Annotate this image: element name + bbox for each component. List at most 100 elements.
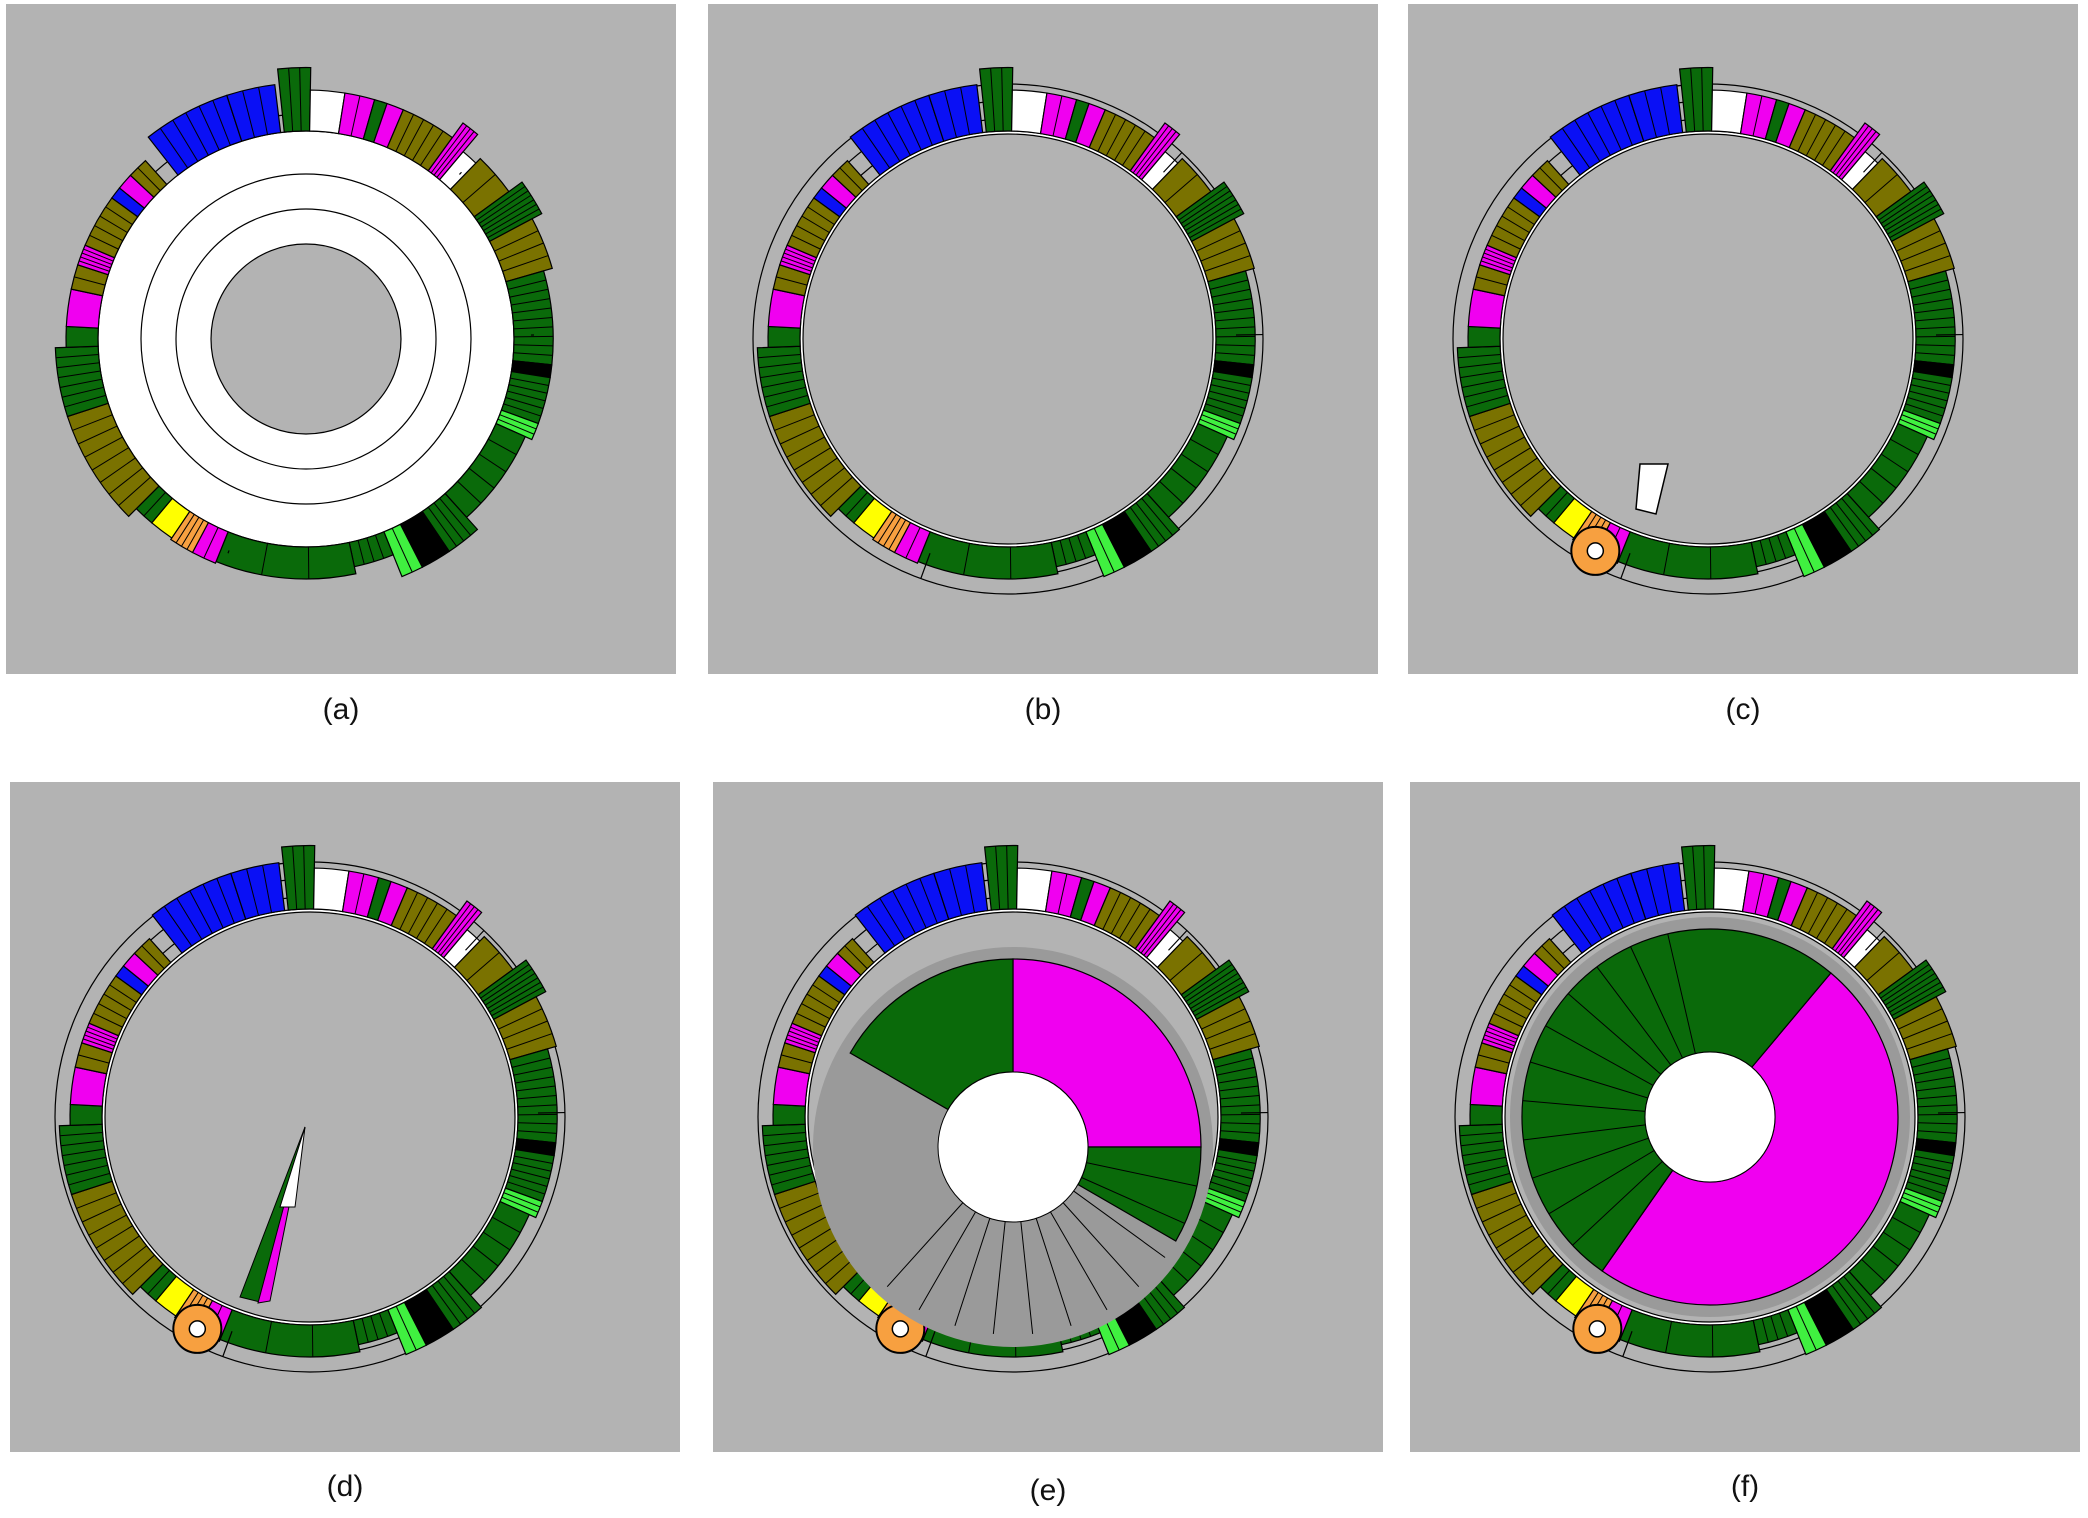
segment-divider <box>774 414 815 431</box>
caption-c: (c) <box>1725 693 1761 726</box>
segment-divider <box>99 457 136 483</box>
segment-divider <box>1914 307 1954 314</box>
segment-divider <box>292 846 298 910</box>
segment-divider <box>1822 130 1846 166</box>
segment-divider <box>1778 1312 1789 1337</box>
segment-divider <box>1644 90 1657 138</box>
panel-a <box>6 4 676 674</box>
segment-divider <box>85 1030 116 1043</box>
segment-divider <box>58 370 101 379</box>
segment-divider <box>507 1181 546 1195</box>
segment-divider <box>1460 370 1503 379</box>
segment-divider <box>990 68 996 132</box>
segment-divider <box>785 248 816 262</box>
segment-divider <box>776 276 808 286</box>
segment-divider <box>186 519 205 550</box>
segment-divider <box>501 1196 539 1213</box>
segment-divider <box>1102 892 1122 930</box>
segment-divider <box>1460 1140 1504 1147</box>
segment-divider <box>1911 1057 1951 1068</box>
outer-segment[interactable] <box>772 1103 806 1126</box>
expanded-divider <box>1081 1177 1185 1224</box>
segment-divider <box>1459 1132 1503 1137</box>
segment-divider <box>1907 397 1946 409</box>
segment-divider <box>1052 95 1063 137</box>
segment-divider <box>1520 476 1553 506</box>
segment-divider <box>94 225 123 242</box>
segment-divider <box>1140 906 1178 954</box>
outer-segment[interactable] <box>978 66 1014 133</box>
segment-divider <box>1901 1196 1939 1213</box>
segment-divider <box>503 403 542 417</box>
segment-divider <box>1831 1284 1861 1325</box>
outer-segment[interactable] <box>1467 325 1501 348</box>
segment-divider <box>1838 131 1877 178</box>
outer-segment[interactable] <box>767 325 801 348</box>
segment-divider <box>482 1231 511 1251</box>
segment-divider <box>480 963 530 999</box>
expanded-wedge[interactable] <box>1635 463 1669 515</box>
segment-divider <box>478 190 529 224</box>
segment-divider <box>905 527 921 559</box>
radial-spoke <box>411 537 414 541</box>
expanded-spike-white[interactable] <box>279 1126 306 1208</box>
outer-segment[interactable] <box>280 844 316 911</box>
segment-divider <box>443 1276 476 1314</box>
segment-divider <box>1602 883 1624 929</box>
segment-divider <box>1483 252 1514 265</box>
segment-divider <box>1811 1298 1836 1341</box>
outer-segment[interactable] <box>69 1103 103 1126</box>
segment-divider <box>1882 1231 1911 1251</box>
segment-divider <box>498 1008 543 1030</box>
outer-segment[interactable] <box>983 844 1019 911</box>
segment-divider <box>78 1054 110 1064</box>
segment-divider <box>786 436 825 458</box>
segment-divider <box>883 517 902 547</box>
outer-segment[interactable] <box>1469 1103 1503 1126</box>
segment-divider <box>84 436 123 458</box>
segment-divider <box>1861 1259 1886 1282</box>
segment-divider <box>414 515 441 558</box>
segment-divider <box>765 1148 808 1157</box>
segment-divider <box>1076 534 1087 559</box>
radial-spoke <box>1168 930 1188 951</box>
outer-segment[interactable] <box>65 325 99 348</box>
lens-center-icon <box>1588 1320 1607 1338</box>
radial-spoke <box>920 553 931 579</box>
segment-divider <box>892 890 916 934</box>
segment-divider <box>512 1162 552 1172</box>
segment-divider <box>511 1057 551 1068</box>
segment-divider <box>1137 903 1175 952</box>
segment-divider <box>1776 534 1787 559</box>
segment-divider <box>888 519 907 550</box>
segment-divider <box>1915 352 1955 356</box>
segment-divider <box>1662 865 1672 913</box>
hierarchy-ring <box>140 173 472 505</box>
segment-divider <box>1837 1280 1869 1320</box>
segment-divider <box>1889 981 1941 1013</box>
radial-spoke <box>1114 540 1129 565</box>
segment-divider <box>81 252 112 265</box>
segment-divider <box>1878 185 1928 221</box>
segment-divider <box>1458 362 1502 369</box>
segment-divider <box>1663 543 1670 575</box>
outer-segment[interactable] <box>1680 844 1716 911</box>
segment-divider <box>1563 905 1593 947</box>
sunburst-svg <box>1454 844 1966 1373</box>
segment-divider <box>509 288 549 298</box>
segment-divider <box>1660 87 1670 135</box>
segment-divider <box>434 903 472 952</box>
segment-divider <box>780 260 812 272</box>
segment-divider <box>1215 316 1255 322</box>
radial-spoke <box>1620 553 1631 579</box>
segment-divider <box>1214 307 1254 314</box>
outer-segment[interactable] <box>276 66 312 133</box>
outer-segment[interactable] <box>1678 66 1714 133</box>
segment-divider <box>1754 873 1765 915</box>
segment-divider <box>1474 414 1515 431</box>
segment-divider <box>801 457 838 483</box>
segment-divider <box>1493 1012 1523 1028</box>
expanded-divider <box>1073 1190 1166 1258</box>
expanded-divider <box>1545 1025 1654 1086</box>
segment-divider <box>1915 326 1955 330</box>
